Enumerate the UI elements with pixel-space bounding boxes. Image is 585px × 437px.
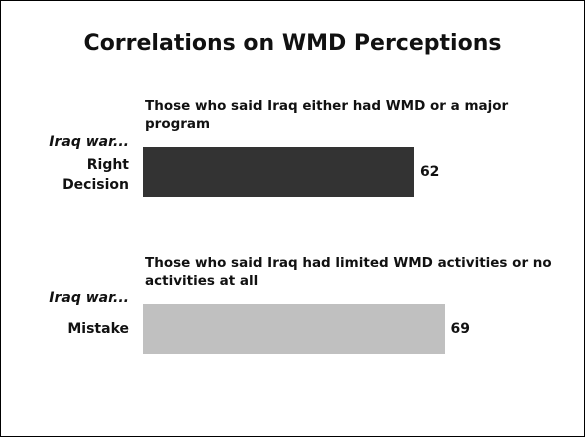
value-label: 62 (419, 164, 440, 180)
bar (143, 304, 445, 354)
value-label: 69 (450, 321, 470, 337)
group-description: Those who said Iraq had limited WMD acti… (145, 255, 552, 289)
group-description: Those who said Iraq either had WMD or a … (145, 98, 509, 132)
row-prefix: Iraq war... (49, 290, 129, 306)
chart-title: Correlations on WMD Perceptions (83, 31, 502, 56)
category-label: Mistake (67, 321, 129, 337)
row-prefix: Iraq war... (49, 134, 129, 150)
bar (143, 147, 414, 197)
category-label: Right Decision (62, 157, 129, 193)
